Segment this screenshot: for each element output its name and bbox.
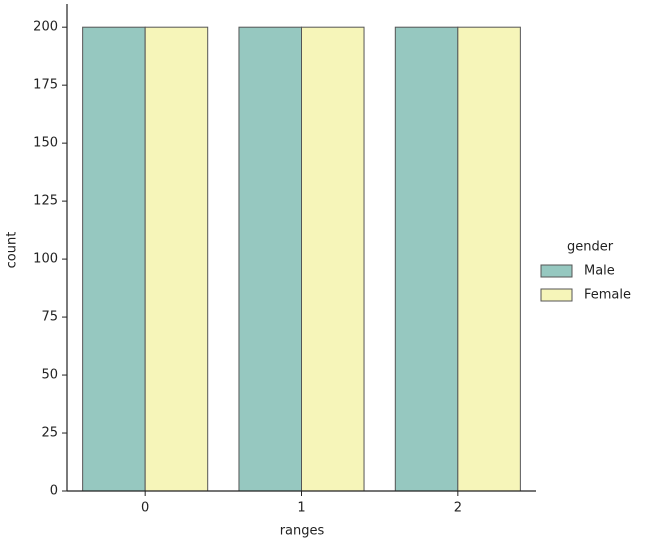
bar (144, 26, 209, 492)
y-tick-label: 175 (33, 78, 58, 93)
x-axis-label: ranges (280, 524, 325, 539)
legend-swatch (540, 264, 573, 278)
y-tick-label: 200 (33, 20, 58, 35)
y-tick-label: 150 (33, 136, 58, 151)
legend-swatch (540, 288, 573, 302)
x-tick-label: 0 (141, 501, 149, 516)
legend-title: gender (567, 240, 614, 255)
legend-label: Female (584, 288, 631, 303)
bar (301, 26, 365, 492)
x-tick-label: 1 (297, 501, 305, 516)
y-tick-label: 75 (41, 310, 58, 325)
bar (82, 26, 146, 492)
x-tick-label: 2 (454, 501, 462, 516)
legend-label: Male (584, 264, 615, 279)
y-tick-label: 125 (33, 194, 58, 209)
bar (238, 26, 302, 492)
bar (394, 26, 459, 492)
bar (457, 26, 521, 492)
y-tick-label: 50 (41, 368, 58, 383)
y-tick-label: 0 (50, 484, 58, 499)
y-tick-label: 100 (33, 252, 58, 267)
y-axis-label: count (5, 232, 20, 269)
y-tick-label: 25 (41, 426, 58, 441)
